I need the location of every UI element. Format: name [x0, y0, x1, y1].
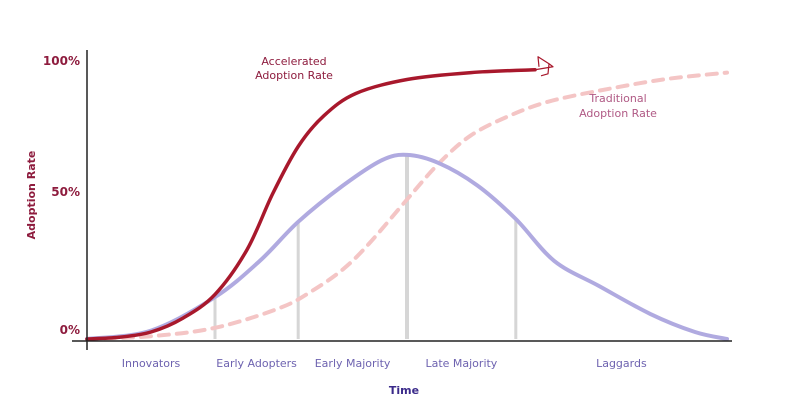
x-axis-title: Time: [389, 384, 419, 397]
accelerated-annotation: Accelerated Adoption Rate: [255, 55, 333, 82]
accelerated-annotation-line2: Adoption Rate: [255, 69, 333, 82]
y-tick-labels: 0% 50% 100%: [43, 54, 80, 337]
category-labels: Innovators Early Adopters Early Majority La…: [122, 357, 647, 370]
series-group: [85, 68, 729, 341]
accelerated-annotation-line1: Accelerated: [261, 55, 326, 68]
category-label: Late Majority: [425, 357, 497, 370]
y-axis-title: Adoption Rate: [25, 151, 38, 240]
y-tick-label-50: 50%: [51, 185, 80, 199]
bell-adoption-line: [85, 152, 729, 341]
traditional-annotation-line1: Traditional: [588, 92, 646, 105]
accelerated-adoption-line: [85, 68, 537, 341]
traditional-annotation-line2: Adoption Rate: [579, 107, 657, 120]
category-label: Innovators: [122, 357, 181, 370]
y-tick-label-100: 100%: [43, 54, 80, 68]
bird-icon: [534, 56, 554, 77]
y-tick-label-0: 0%: [60, 323, 80, 337]
category-label: Early Adopters: [216, 357, 297, 370]
category-label: Early Majority: [315, 357, 391, 370]
category-label: Laggards: [596, 357, 647, 370]
segment-dividers: [213, 154, 518, 339]
traditional-adoption-line: [85, 70, 729, 341]
bird-icon-shape: [534, 56, 554, 77]
traditional-annotation: Traditional Adoption Rate: [579, 92, 657, 120]
